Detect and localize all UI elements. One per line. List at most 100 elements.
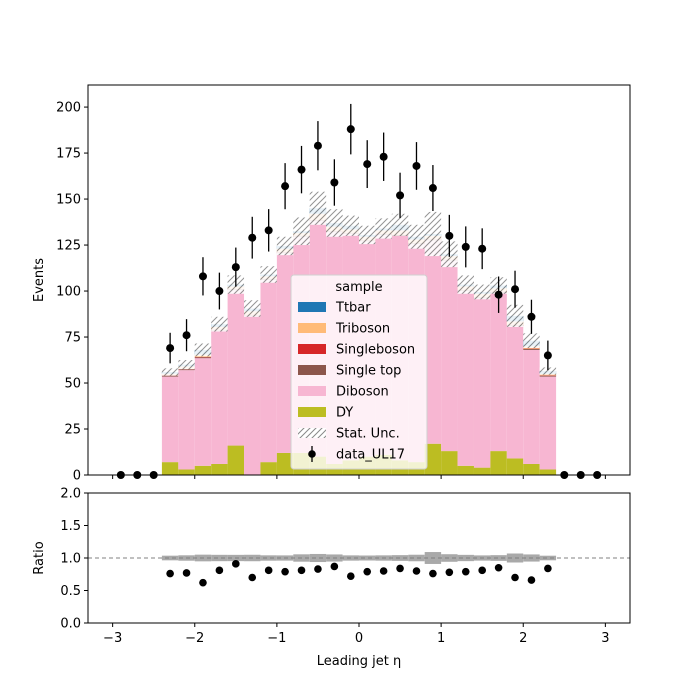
legend-swatch (298, 407, 326, 417)
legend-label: Singleboson (336, 343, 415, 358)
legend-label: Single top (336, 364, 401, 379)
bar-dy (506, 458, 524, 475)
data-points (116, 103, 602, 479)
data-point (264, 226, 273, 235)
y-tick-label: 100 (56, 285, 81, 300)
legend-label: data_UL17 (336, 448, 405, 463)
data-point (494, 290, 503, 299)
bar-single-top (194, 357, 212, 359)
ratio-unc-rect (408, 554, 425, 562)
bar-diboson (523, 349, 540, 464)
legend-label: DY (336, 406, 353, 421)
bar-dy (424, 443, 442, 475)
data-point (396, 191, 405, 200)
stat-unc-hatch (506, 304, 524, 327)
bar-single-top (539, 375, 557, 377)
stat-unc-hatch (309, 191, 327, 225)
ratio-point (297, 566, 306, 575)
stat-unc-hatch (523, 333, 540, 349)
bar-diboson (441, 260, 458, 452)
legend-marker (308, 450, 316, 458)
stat-unc-hatch (391, 213, 409, 236)
legend-swatch (298, 365, 326, 375)
ratio-point (478, 566, 486, 575)
x-tick-label: 0 (355, 631, 363, 646)
ratio-y-tick-label: 0.0 (60, 617, 81, 632)
ratio-point (199, 578, 207, 587)
stat-unc-hatch (359, 225, 376, 245)
bar-diboson (490, 292, 507, 452)
y-tick-label: 125 (56, 239, 81, 254)
ratio-point (166, 569, 174, 578)
bar-diboson (227, 290, 245, 446)
main-y-ticks: 0 25 50 75 100 125 150 175 200 (56, 101, 88, 484)
bar-dy (194, 465, 212, 475)
ratio-point (379, 567, 388, 575)
y-tick-label: 25 (64, 423, 81, 438)
ratio-unc-rect (539, 555, 557, 561)
legend-swatch (298, 323, 326, 333)
bar-dy (441, 451, 458, 475)
ratio-point (412, 567, 421, 575)
ratio-unc-rect (457, 554, 474, 562)
ratio-unc-rect (161, 555, 179, 561)
ratio-unc-rect (441, 554, 458, 562)
stat-unc-hatch (211, 316, 228, 332)
data-point (166, 344, 175, 353)
data-point (346, 125, 355, 134)
legend-title: sample (335, 280, 382, 295)
ratio-point (314, 565, 322, 573)
ratio-point (494, 563, 503, 572)
stat-unc-hatch (342, 215, 359, 236)
y-tick-label: 50 (64, 377, 81, 392)
ratio-y-axis-label: Ratio (32, 541, 47, 574)
bar-diboson (211, 330, 228, 464)
stat-unc-hatch (457, 275, 474, 294)
y-tick-label: 0 (73, 469, 81, 484)
legend-hatch-swatch (298, 428, 326, 438)
bar-dy (227, 445, 245, 475)
ratio-y-ticks: 0.0 0.5 1.0 1.5 2.0 (60, 487, 88, 632)
x-tick-label: −2 (185, 631, 204, 646)
data-point (461, 242, 470, 251)
ratio-point (215, 566, 224, 575)
stat-unc-hatch (293, 217, 310, 246)
bar-single-top (523, 348, 540, 350)
ratio-y-tick-label: 0.5 (60, 584, 81, 599)
ratio-point (264, 566, 273, 575)
ratio-point (445, 568, 454, 577)
data-point (428, 184, 437, 193)
bar-dy (539, 469, 557, 475)
ratio-points (166, 560, 552, 587)
ratio-unc-rect (391, 555, 409, 561)
bar-dy (473, 467, 491, 475)
legend: sample Ttbar Triboson Singleboson Single to… (290, 274, 428, 470)
data-point (478, 244, 487, 253)
data-point (215, 287, 224, 296)
ratio-point (281, 567, 289, 576)
data-point (281, 182, 290, 191)
bar-single-top (178, 369, 195, 371)
ratio-unc-rect (309, 553, 327, 563)
x-tick-label: −3 (103, 631, 122, 646)
ratio-x-ticks: −3 −2 −1 0 1 2 3 (103, 623, 610, 646)
data-point (445, 231, 454, 240)
ratio-point (544, 564, 552, 573)
data-point (198, 272, 207, 281)
y-tick-label: 75 (64, 331, 81, 346)
ratio-point (182, 569, 191, 577)
bar-diboson (276, 253, 294, 453)
stat-unc-hatch (473, 284, 491, 300)
y-axis-label: Events (32, 258, 47, 302)
data-point (182, 331, 191, 340)
stat-unc-hatch (424, 211, 442, 257)
ratio-unc-rect (260, 555, 277, 561)
legend-label: Diboson (336, 385, 389, 400)
bar-diboson (161, 376, 179, 463)
bar-diboson (178, 370, 195, 470)
legend-entries: Ttbar Triboson Singleboson Single top Diboso… (298, 301, 415, 463)
legend-label: Stat. Unc. (336, 427, 400, 442)
ratio-point (461, 567, 470, 576)
bar-dy (490, 451, 507, 475)
